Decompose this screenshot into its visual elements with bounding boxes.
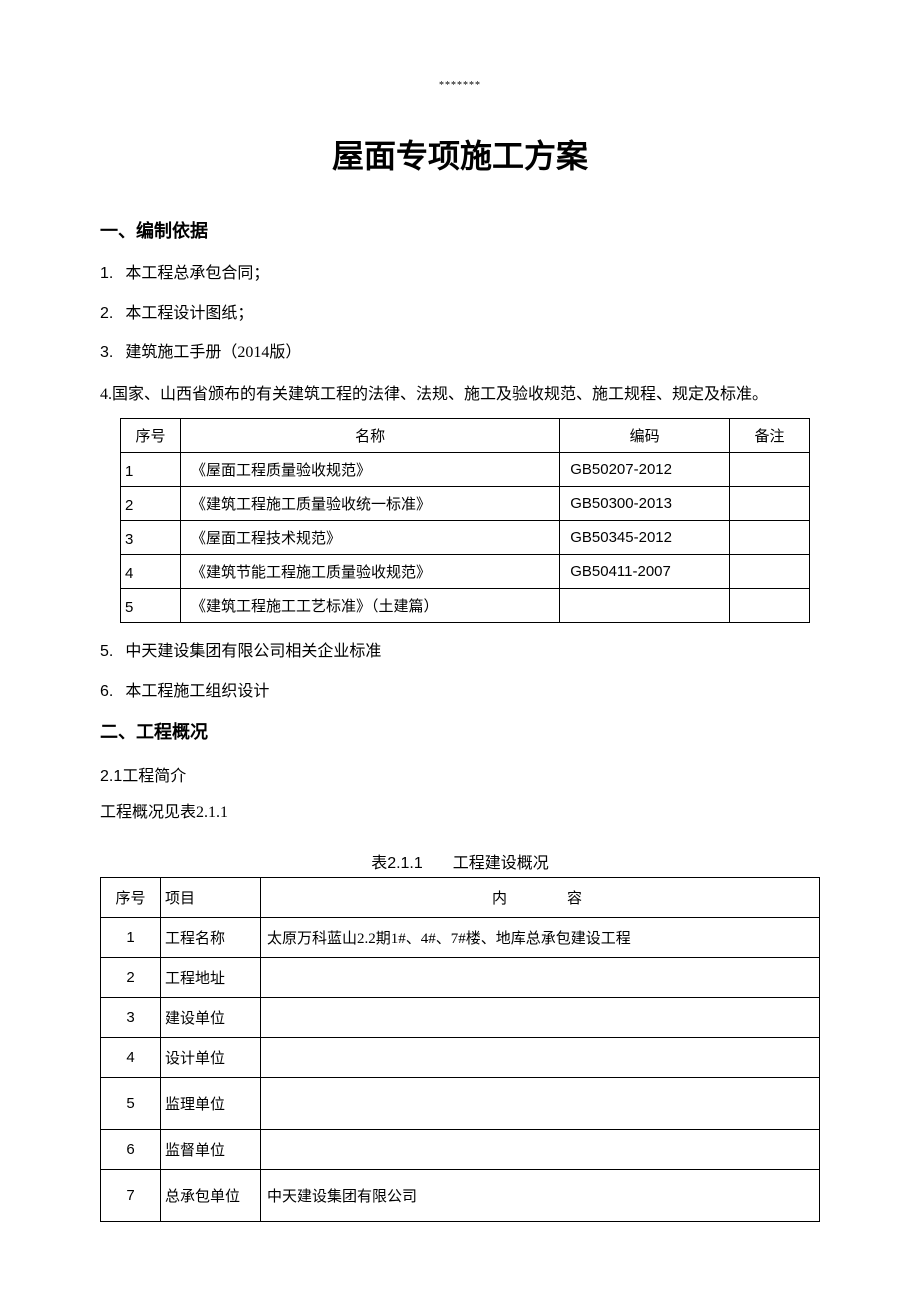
td-seq: 7	[101, 1169, 161, 1221]
list-item-6: 6. 本工程施工组织设计	[100, 679, 820, 705]
td-seq: 3	[121, 521, 181, 555]
td-note	[730, 589, 810, 623]
td-code: GB50345-2012	[560, 521, 730, 555]
list-text: 中天建设集团有限公司相关企业标准	[125, 643, 381, 660]
table-row: 1 工程名称 太原万科蓝山2.2期1#、4#、7#楼、地库总承包建设工程	[101, 917, 820, 957]
list-text: 本工程设计图纸；	[125, 305, 253, 322]
section-2-heading: 二、工程概况	[100, 718, 820, 744]
subsection-2-1: 2.1工程简介	[100, 762, 820, 786]
td-code: GB50300-2013	[560, 487, 730, 521]
td-note	[730, 453, 810, 487]
table-row: 3 建设单位	[101, 997, 820, 1037]
list-num: 2.	[100, 305, 113, 322]
td-content: 中天建设集团有限公司	[261, 1169, 820, 1221]
th-seq: 序号	[121, 419, 181, 453]
th-seq: 序号	[101, 877, 161, 917]
td-seq: 5	[121, 589, 181, 623]
list-text: 建筑施工手册（2014版）	[125, 344, 301, 361]
td-name: 《屋面工程技术规范》	[180, 521, 559, 555]
td-content	[261, 1037, 820, 1077]
td-content	[261, 1129, 820, 1169]
list-item-4-paragraph: 4.国家、山西省颁布的有关建筑工程的法律、法规、施工及验收规范、施工规程、规定及…	[100, 380, 820, 410]
td-note	[730, 487, 810, 521]
list-num: 6.	[100, 683, 113, 700]
list-num: 5.	[100, 643, 113, 660]
td-content: 太原万科蓝山2.2期1#、4#、7#楼、地库总承包建设工程	[261, 917, 820, 957]
th-name: 名称	[180, 419, 559, 453]
td-note	[730, 521, 810, 555]
caption-number: 表2.1.1	[371, 855, 423, 872]
list-text: 本工程总承包合同；	[125, 265, 269, 282]
td-name: 《建筑节能工程施工质量验收规范》	[180, 555, 559, 589]
td-name: 《屋面工程质量验收规范》	[180, 453, 559, 487]
list-num: 1.	[100, 265, 113, 282]
table-caption: 表2.1.1 工程建设概况	[100, 849, 820, 873]
table-row: 4 设计单位	[101, 1037, 820, 1077]
list-item-5: 5. 中天建设集团有限公司相关企业标准	[100, 639, 820, 665]
td-content	[261, 1077, 820, 1129]
td-name: 《建筑工程施工工艺标准》（土建篇）	[180, 589, 559, 623]
th-note: 备注	[730, 419, 810, 453]
overview-intro: 工程概况见表2.1.1	[100, 798, 820, 828]
td-seq: 3	[101, 997, 161, 1037]
td-name: 《建筑工程施工质量验收统一标准》	[180, 487, 559, 521]
td-code: GB50411-2007	[560, 555, 730, 589]
standards-table: 序号 名称 编码 备注 1 《屋面工程质量验收规范》 GB50207-2012 …	[120, 418, 810, 623]
list-num: 3.	[100, 344, 113, 361]
td-seq: 1	[121, 453, 181, 487]
td-seq: 2	[101, 957, 161, 997]
table-row: 5 《建筑工程施工工艺标准》（土建篇）	[121, 589, 810, 623]
td-code	[560, 589, 730, 623]
table-row: 3 《屋面工程技术规范》 GB50345-2012	[121, 521, 810, 555]
overview-table: 序号 项目 内容 1 工程名称 太原万科蓝山2.2期1#、4#、7#楼、地库总承…	[100, 877, 820, 1222]
td-item: 监督单位	[161, 1129, 261, 1169]
overview-table-body: 1 工程名称 太原万科蓝山2.2期1#、4#、7#楼、地库总承包建设工程 2 工…	[101, 917, 820, 1221]
td-item: 总承包单位	[161, 1169, 261, 1221]
td-seq: 2	[121, 487, 181, 521]
td-seq: 5	[101, 1077, 161, 1129]
table-row: 6 监督单位	[101, 1129, 820, 1169]
list-item-3: 3. 建筑施工手册（2014版）	[100, 340, 820, 366]
document-title: 屋面专项施工方案	[100, 131, 820, 177]
table-header-row: 序号 名称 编码 备注	[121, 419, 810, 453]
th-content: 内容	[261, 877, 820, 917]
th-code: 编码	[560, 419, 730, 453]
td-item: 监理单位	[161, 1077, 261, 1129]
table-header-row: 序号 项目 内容	[101, 877, 820, 917]
table-row: 5 监理单位	[101, 1077, 820, 1129]
list-item-2: 2. 本工程设计图纸；	[100, 301, 820, 327]
td-seq: 4	[121, 555, 181, 589]
header-decoration: *******	[100, 80, 820, 91]
td-seq: 1	[101, 917, 161, 957]
th-item: 项目	[161, 877, 261, 917]
table-row: 2 工程地址	[101, 957, 820, 997]
standards-table-body: 1 《屋面工程质量验收规范》 GB50207-2012 2 《建筑工程施工质量验…	[121, 453, 810, 623]
caption-text: 工程建设概况	[453, 855, 549, 872]
table-row: 4 《建筑节能工程施工质量验收规范》 GB50411-2007	[121, 555, 810, 589]
table-row: 7 总承包单位 中天建设集团有限公司	[101, 1169, 820, 1221]
td-seq: 6	[101, 1129, 161, 1169]
td-item: 工程地址	[161, 957, 261, 997]
td-item: 设计单位	[161, 1037, 261, 1077]
td-content	[261, 997, 820, 1037]
td-code: GB50207-2012	[560, 453, 730, 487]
list-text: 本工程施工组织设计	[125, 683, 269, 700]
section-1-heading: 一、编制依据	[100, 217, 820, 243]
td-seq: 4	[101, 1037, 161, 1077]
list-item-1: 1. 本工程总承包合同；	[100, 261, 820, 287]
table-row: 1 《屋面工程质量验收规范》 GB50207-2012	[121, 453, 810, 487]
td-note	[730, 555, 810, 589]
td-content	[261, 957, 820, 997]
td-item: 建设单位	[161, 997, 261, 1037]
td-item: 工程名称	[161, 917, 261, 957]
table-row: 2 《建筑工程施工质量验收统一标准》 GB50300-2013	[121, 487, 810, 521]
